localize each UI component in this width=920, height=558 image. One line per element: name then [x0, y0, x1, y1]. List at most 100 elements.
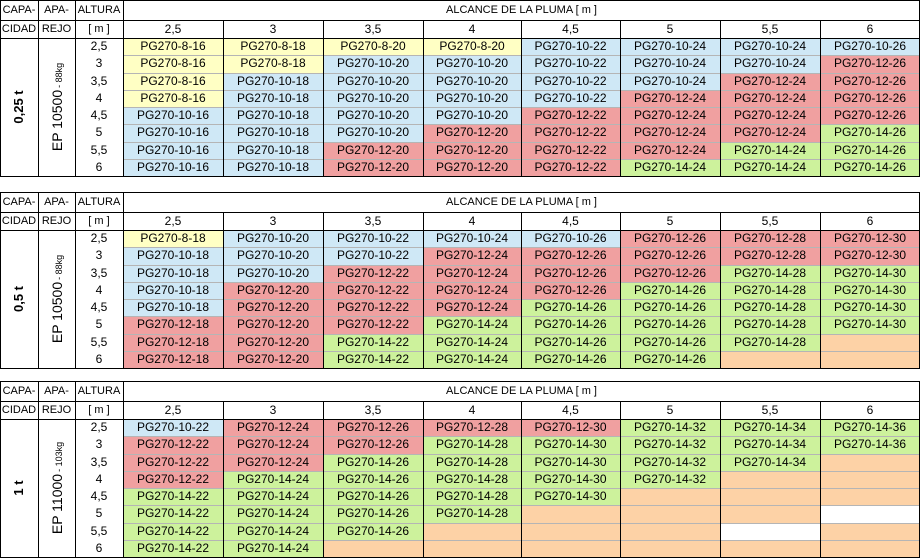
product-cell	[820, 539, 920, 558]
product-cell: PG270-14-34	[720, 419, 820, 437]
product-cell: PG270-14-28	[720, 281, 820, 300]
height-value: 6	[95, 351, 103, 366]
product-cell	[720, 522, 820, 541]
device-header-bottom: REJO	[41, 404, 72, 416]
product-cell: PG270-12-24	[620, 89, 720, 108]
height-value: 3,5	[90, 454, 108, 469]
product-cell: PG270-14-32	[620, 419, 720, 437]
product-cell: PG270-14-24	[423, 316, 521, 334]
product-cell: PG270-10-18	[123, 281, 223, 300]
reach-value: 3	[269, 22, 277, 36]
column-separator	[223, 20, 224, 176]
product-cell	[720, 350, 820, 369]
product-cell: PG270-10-24	[620, 38, 720, 56]
reach-value: 2,5	[164, 403, 182, 417]
product-cell: PG270-12-22	[123, 436, 223, 454]
header-bottom-border	[0, 38, 920, 39]
capacity-label: 0,5 t	[11, 286, 26, 313]
product-cell: PG270-8-18	[123, 230, 223, 248]
product-cell: PG270-10-18	[223, 107, 323, 125]
height-value: 5	[95, 506, 103, 521]
product-cell: PG270-14-24	[720, 158, 820, 177]
product-cell: PG270-14-36	[820, 436, 920, 454]
device-header-top: APA-	[44, 385, 69, 397]
column-separator	[820, 20, 821, 176]
product-cell: PG270-12-20	[323, 141, 423, 160]
table-block-3: PG270-10-22 PG270-12-24 PG270-12-26 PG270-1…	[0, 381, 920, 558]
product-cell: PG270-14-34	[720, 453, 820, 472]
device-weight: - 88kg	[53, 254, 64, 280]
reach-value: 5	[666, 403, 674, 417]
device-model: EP 11000	[48, 473, 65, 535]
product-cell: PG270-12-26	[820, 107, 920, 125]
product-cell: PG270-12-20	[223, 350, 323, 369]
product-cell: PG270-14-32	[620, 436, 720, 454]
reach-value: 3,5	[364, 403, 382, 417]
reach-value: 4,5	[562, 22, 579, 36]
product-cell	[323, 539, 423, 558]
product-cell: PG270-12-26	[820, 55, 920, 73]
table-border-top	[0, 381, 920, 382]
column-separator	[123, 192, 124, 368]
product-cell: PG270-12-26	[820, 72, 920, 91]
capacity-header-bottom: CIDAD	[1, 215, 37, 227]
height-value: 5,5	[90, 523, 108, 538]
reach-value: 3,5	[364, 214, 382, 228]
product-cell: PG270-14-34	[720, 436, 820, 454]
product-cell	[720, 505, 820, 523]
height-value: 3	[95, 248, 103, 263]
device-header-bottom: REJO	[41, 23, 72, 35]
product-cell: PG270-14-30	[820, 316, 920, 334]
product-cell: PG270-14-28	[423, 505, 521, 523]
product-cell: PG270-10-22	[323, 230, 423, 248]
capacity-header-bottom: CIDAD	[1, 404, 37, 416]
product-cell: PG270-14-26	[521, 299, 620, 317]
product-cell: PG270-14-28	[720, 316, 820, 334]
height-value: 4	[95, 471, 103, 486]
column-separator	[521, 401, 522, 557]
product-cell: PG270-14-28	[423, 470, 521, 489]
height-value: 3	[95, 56, 103, 71]
column-separator	[223, 212, 224, 368]
product-cell: PG270-12-30	[521, 419, 620, 437]
product-cell: PG270-12-24	[223, 436, 323, 454]
height-value: 6	[95, 540, 103, 555]
product-cell: PG270-10-24	[720, 38, 820, 56]
column-separator	[820, 401, 821, 557]
product-cell: PG270-10-18	[223, 89, 323, 108]
product-cell	[720, 488, 820, 506]
product-cell: PG270-10-22	[123, 419, 223, 437]
reach-value: 4	[468, 403, 476, 417]
product-cell: PG270-12-20	[423, 141, 521, 160]
product-cell: PG270-10-24	[620, 72, 720, 91]
reach-value: 4,5	[562, 403, 579, 417]
column-separator	[423, 401, 424, 557]
product-cell: PG270-10-22	[521, 55, 620, 73]
product-cell: PG270-10-22	[323, 247, 423, 265]
product-cell: PG270-12-24	[720, 124, 820, 142]
height-header: ALTURA	[77, 4, 121, 16]
product-cell	[820, 522, 920, 541]
product-cell: PG270-14-26	[521, 316, 620, 334]
column-separator	[620, 20, 621, 176]
reach-value: 6	[866, 403, 874, 417]
product-cell: PG270-12-22	[521, 124, 620, 142]
height-value: 3	[95, 437, 103, 452]
product-cell: PG270-12-18	[123, 333, 223, 352]
product-cell: PG270-10-16	[123, 107, 223, 125]
product-cell: PG270-14-28	[720, 264, 820, 283]
product-cell: PG270-10-16	[123, 158, 223, 177]
column-separator	[423, 212, 424, 368]
product-cell: PG270-14-24	[423, 350, 521, 369]
product-cell: PG270-14-24	[720, 141, 820, 160]
reach-value: 3,5	[364, 22, 382, 36]
reach-value: 4	[468, 22, 476, 36]
product-cell: PG270-14-32	[620, 453, 720, 472]
column-separator	[720, 401, 721, 557]
capacity-label: 0,25 t	[11, 90, 26, 124]
product-cell: PG270-14-30	[521, 453, 620, 472]
product-cell: PG270-10-24	[620, 55, 720, 73]
column-separator	[75, 381, 76, 557]
product-cell: PG270-8-20	[323, 38, 423, 56]
height-value: 4,5	[90, 489, 108, 503]
